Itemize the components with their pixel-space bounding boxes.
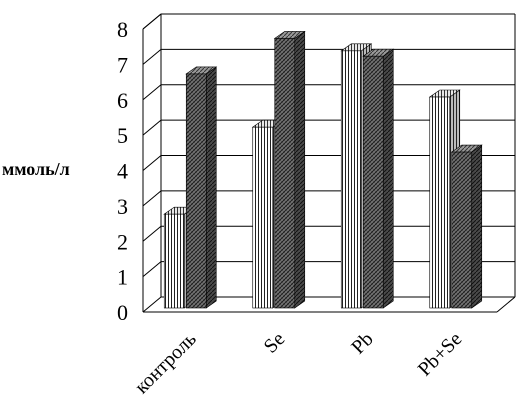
bars [163,30,483,309]
x-category-label-3: Pb+Se [414,328,467,381]
y-tick-label-4: 4 [117,159,128,184]
y-axis-ticks: 0 1 2 3 4 5 6 7 8 [117,17,128,325]
top-depth-edge [142,13,162,30]
y-tick-label-6: 6 [117,88,128,113]
gridline-depth-1 [142,261,162,278]
x-category-label-0: контроль [131,328,201,398]
gridline-depth-7 [142,48,162,65]
y-tick-label-5: 5 [117,123,128,148]
gridlines [142,13,515,313]
gridline-depth-0 [142,296,162,313]
bar-Se-series-2 [273,30,306,309]
gridline-depth-4 [142,155,162,171]
bar-контроль-series-2 [185,66,218,309]
floor-right-edge [496,296,516,313]
y-axis-label: ммоль/л [2,159,70,179]
gridline-depth-5 [142,119,162,136]
y-tick-label-2: 2 [117,229,128,254]
chart-frame [142,13,516,313]
y-tick-label-7: 7 [117,52,128,77]
gridline-depth-3 [142,190,162,207]
bar-Pb+Se-series-2 [450,144,483,309]
y-tick-label-3: 3 [117,194,128,219]
y-tick-label-8: 8 [117,17,128,42]
x-category-label-2: Pb [347,328,377,358]
gridline-depth-2 [142,225,162,242]
y-tick-label-1: 1 [117,265,128,290]
x-axis-categories: контроль Se Pb Pb+Se [131,328,467,398]
gridline-depth-6 [142,84,162,101]
x-category-label-1: Se [260,328,290,358]
y-tick-label-0: 0 [117,300,128,325]
bar-Pb-series-2 [362,48,395,309]
